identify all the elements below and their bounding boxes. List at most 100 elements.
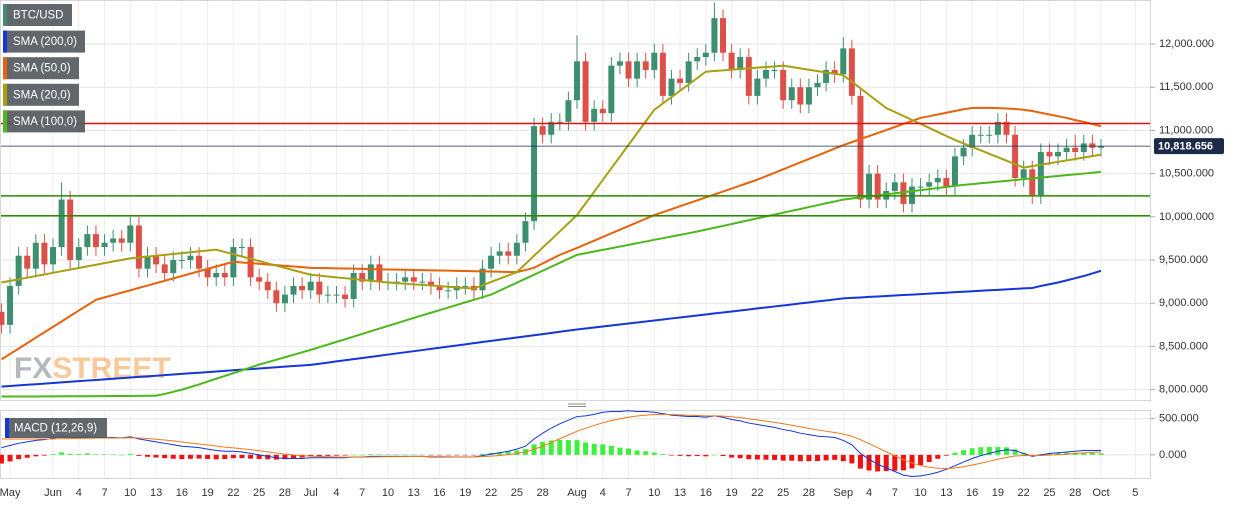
x-tick-label: 28	[1069, 487, 1081, 499]
x-tick-label: 25	[511, 487, 523, 499]
x-tick-label: 25	[777, 487, 789, 499]
macd-histogram-bar	[772, 454, 778, 460]
candle-body	[281, 294, 288, 304]
candle-body	[221, 273, 228, 278]
x-tick-label: 7	[625, 487, 631, 499]
macd-histogram-bar	[248, 454, 254, 459]
macd-histogram-bar	[943, 454, 949, 456]
x-tick-label: 13	[150, 487, 162, 499]
candle-body	[58, 199, 65, 248]
candle-body	[694, 57, 701, 62]
candle-body	[814, 82, 821, 88]
candle-body	[153, 255, 160, 265]
x-tick-label: 10	[648, 487, 660, 499]
candle-body	[608, 65, 615, 114]
macd-histogram-bar	[153, 454, 159, 458]
x-tick-label: 4	[866, 487, 872, 499]
candle-body	[1089, 143, 1096, 148]
macd-histogram-bar	[33, 454, 39, 457]
macd-histogram-bar	[1003, 447, 1009, 455]
macd-histogram-bar	[651, 452, 657, 455]
y-tick-label: 9,500.000	[1159, 254, 1208, 266]
macd-title: MACD (12,26,9)	[14, 423, 97, 435]
candle-body	[522, 221, 529, 243]
axes: May Jun 4 7 10 13 16 19 22 25 28 Jul 4 7 10 13 16 19 22 25 2…	[0, 38, 1224, 499]
candle-body	[505, 251, 512, 256]
macd-histogram-bar	[729, 454, 735, 458]
candle-body	[50, 247, 56, 265]
x-tick-label: 13	[674, 487, 686, 499]
candle-body	[1029, 169, 1036, 196]
x-tick-label: 16	[966, 487, 978, 499]
macd-histogram-bar	[110, 454, 116, 455]
candle-body	[685, 61, 692, 83]
candle-body	[196, 255, 203, 269]
macd-histogram-bar	[686, 454, 692, 457]
x-tick-label: 22	[485, 487, 497, 499]
macd-histogram-bar	[677, 454, 683, 456]
macd-histogram-bar	[514, 450, 520, 455]
sma-line	[0, 106, 1102, 361]
candle-body	[857, 95, 864, 200]
candle-body	[668, 78, 675, 96]
candle-body	[943, 177, 950, 187]
candle-body	[539, 126, 546, 135]
macd-histogram-bar	[222, 454, 228, 460]
candle-body	[977, 134, 984, 136]
macd-histogram-bar	[780, 454, 786, 461]
macd-histogram-bar	[557, 439, 563, 455]
y-tick-label: 8,000.000	[1159, 384, 1208, 396]
candle-body	[436, 285, 443, 291]
x-tick-label: 10	[382, 487, 394, 499]
x-tick-label: 22	[227, 487, 239, 499]
x-tick-label: 25	[253, 487, 265, 499]
macd-histogram-bar	[969, 448, 975, 455]
x-tick-label: 28	[803, 487, 815, 499]
x-tick-label: Oct	[1092, 487, 1109, 499]
y-tick-label: 10,500.000	[1159, 168, 1214, 180]
macd-histogram-bar	[711, 454, 717, 456]
macd-histogram-bar	[256, 454, 262, 459]
candle-body	[161, 264, 168, 274]
macd-histogram-bar	[299, 454, 305, 458]
x-tick-label: 19	[201, 487, 213, 499]
candle-body	[780, 69, 787, 101]
price-pane	[0, 0, 1151, 401]
macd-histogram-bar	[763, 454, 769, 460]
macd-histogram-bar	[703, 454, 709, 457]
macd-histogram-bar	[428, 454, 434, 456]
candle-body	[754, 78, 761, 96]
candle-body	[367, 264, 374, 282]
watermark-text: FXSTREET	[14, 352, 171, 385]
candle-body	[204, 268, 211, 278]
candle-body	[256, 277, 263, 282]
legend-label: SMA (50,0)	[13, 63, 71, 75]
candle-body	[1037, 152, 1044, 196]
macd-histogram-bar	[239, 454, 245, 459]
macd-histogram-bar	[368, 454, 374, 455]
legend-swatch	[3, 83, 7, 106]
legend-box	[3, 4, 72, 26]
macd-histogram-bar	[866, 454, 872, 471]
macd-histogram-bar	[24, 454, 30, 458]
candle-body	[599, 108, 606, 114]
candle-body	[84, 234, 91, 248]
macd-histogram-bar	[308, 454, 314, 457]
macd-histogram-bar	[574, 440, 580, 455]
candle-body	[101, 242, 108, 248]
candle-body	[745, 57, 752, 96]
macd-histogram-bar	[1046, 453, 1052, 455]
legend-swatch	[3, 110, 7, 133]
legend-swatch	[3, 57, 7, 80]
candle-body	[144, 255, 151, 269]
macd-histogram-bar	[797, 454, 803, 462]
macd-histogram-bar	[50, 454, 56, 455]
macd-histogram-bar	[583, 442, 589, 455]
legend-swatch	[5, 418, 9, 438]
macd-pane	[0, 410, 1151, 479]
legend-swatch	[3, 30, 7, 53]
macd-histogram-bar	[291, 454, 297, 459]
pane-resize-handle[interactable]	[568, 403, 586, 407]
y-tick-label: 12,000.000	[1159, 38, 1214, 50]
candle-body	[642, 61, 649, 70]
